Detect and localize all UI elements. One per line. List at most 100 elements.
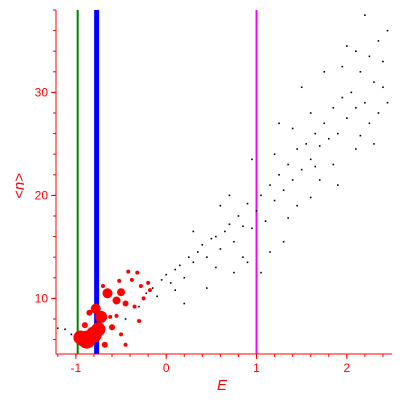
point-s0-52 bbox=[346, 117, 348, 119]
point-s0-34 bbox=[264, 220, 267, 222]
point-s0-35 bbox=[269, 184, 271, 186]
point-s1-23 bbox=[108, 314, 113, 319]
point-s0-81 bbox=[206, 287, 208, 289]
point-s1-7 bbox=[112, 296, 121, 305]
point-s0-54 bbox=[355, 107, 357, 109]
point-s1-19 bbox=[123, 342, 128, 347]
point-s0-91 bbox=[318, 179, 321, 181]
point-s0-18 bbox=[192, 261, 195, 264]
point-s1-24 bbox=[126, 269, 131, 274]
point-s0-38 bbox=[282, 189, 285, 192]
point-s0-74 bbox=[337, 184, 339, 186]
point-s1-12 bbox=[138, 284, 143, 289]
point-s1-6 bbox=[102, 288, 113, 299]
point-s0-10 bbox=[156, 295, 158, 298]
point-s0-13 bbox=[169, 282, 172, 284]
point-s0-0 bbox=[57, 327, 59, 330]
point-s1-15 bbox=[147, 288, 152, 293]
point-s0-17 bbox=[187, 256, 190, 258]
point-s0-71 bbox=[174, 289, 177, 291]
point-s0-96 bbox=[296, 204, 298, 207]
point-s0-28 bbox=[237, 215, 240, 217]
point-s1-16 bbox=[109, 324, 115, 331]
point-s0-70 bbox=[192, 230, 195, 233]
point-s0-22 bbox=[210, 237, 213, 240]
point-s0-78 bbox=[260, 271, 262, 274]
point-s0-90 bbox=[287, 217, 289, 219]
point-s0-61 bbox=[386, 29, 389, 32]
point-s1-13 bbox=[141, 296, 146, 301]
axes: -1 0 1 2 10 20 30 bbox=[35, 9, 392, 375]
y-tick-label-1: 20 bbox=[35, 188, 49, 202]
point-s0-19 bbox=[197, 251, 199, 253]
point-s0-60 bbox=[382, 86, 384, 89]
point-s0-76 bbox=[373, 143, 375, 145]
point-s0-65 bbox=[309, 112, 312, 114]
point-s0-31 bbox=[251, 227, 253, 230]
point-s0-62 bbox=[364, 14, 366, 16]
point-s0-69 bbox=[219, 204, 222, 207]
point-s0-86 bbox=[382, 60, 384, 63]
point-s0-36 bbox=[273, 199, 276, 202]
point-s0-43 bbox=[305, 143, 307, 145]
point-s1-21 bbox=[81, 322, 88, 329]
point-s0-37 bbox=[278, 173, 280, 176]
point-s0-42 bbox=[300, 168, 303, 171]
x-tick-label-2: 1 bbox=[253, 361, 260, 375]
point-s0-30 bbox=[246, 202, 249, 205]
point-s0-29 bbox=[242, 225, 244, 228]
point-s0-15 bbox=[178, 264, 181, 267]
point-s0-24 bbox=[219, 248, 222, 250]
x-tick-label-3: 2 bbox=[343, 361, 350, 375]
point-s1-5 bbox=[90, 303, 101, 314]
point-s0-23 bbox=[215, 235, 217, 238]
point-s0-95 bbox=[228, 194, 231, 197]
point-s0-98 bbox=[377, 112, 380, 114]
point-s0-57 bbox=[368, 55, 371, 58]
point-s0-25 bbox=[224, 230, 226, 233]
point-s0-14 bbox=[174, 268, 177, 271]
point-s0-89 bbox=[215, 266, 217, 269]
point-s0-53 bbox=[350, 91, 353, 94]
point-s0-97 bbox=[314, 165, 317, 168]
point-s0-8 bbox=[145, 292, 148, 295]
point-s0-75 bbox=[355, 148, 357, 150]
point-s0-88 bbox=[242, 256, 244, 258]
point-s0-87 bbox=[269, 251, 271, 253]
point-s0-40 bbox=[291, 179, 294, 181]
point-s0-47 bbox=[323, 122, 326, 125]
point-s0-45 bbox=[314, 132, 317, 135]
point-s0-9 bbox=[151, 287, 154, 289]
point-s0-50 bbox=[337, 132, 339, 135]
point-s0-83 bbox=[300, 86, 303, 89]
point-s0-59 bbox=[377, 40, 380, 42]
point-s1-3 bbox=[91, 322, 106, 337]
point-s0-51 bbox=[341, 96, 344, 99]
point-s1-27 bbox=[117, 278, 122, 283]
point-s0-7 bbox=[138, 305, 140, 308]
point-s0-33 bbox=[260, 194, 262, 197]
point-s0-27 bbox=[233, 240, 235, 243]
y-tick-label-2: 30 bbox=[35, 85, 49, 99]
point-s0-63 bbox=[355, 50, 357, 52]
point-s1-22 bbox=[86, 309, 93, 316]
point-s0-92 bbox=[368, 122, 371, 125]
data-points bbox=[57, 14, 389, 349]
point-s0-85 bbox=[346, 45, 348, 47]
point-s0-1 bbox=[64, 328, 66, 331]
x-axis-label: E bbox=[217, 377, 228, 394]
point-s1-26 bbox=[137, 319, 142, 324]
point-s0-46 bbox=[318, 145, 321, 147]
point-s0-12 bbox=[165, 273, 167, 276]
point-s1-28 bbox=[100, 284, 105, 289]
point-s0-66 bbox=[291, 127, 294, 130]
point-s1-18 bbox=[114, 313, 119, 318]
point-s0-79 bbox=[233, 271, 235, 274]
point-s1-4 bbox=[95, 310, 108, 323]
point-s0-11 bbox=[160, 279, 163, 281]
point-s1-20 bbox=[101, 341, 108, 348]
point-s0-72 bbox=[282, 240, 285, 243]
point-s1-9 bbox=[122, 300, 129, 307]
point-s1-10 bbox=[129, 277, 134, 282]
